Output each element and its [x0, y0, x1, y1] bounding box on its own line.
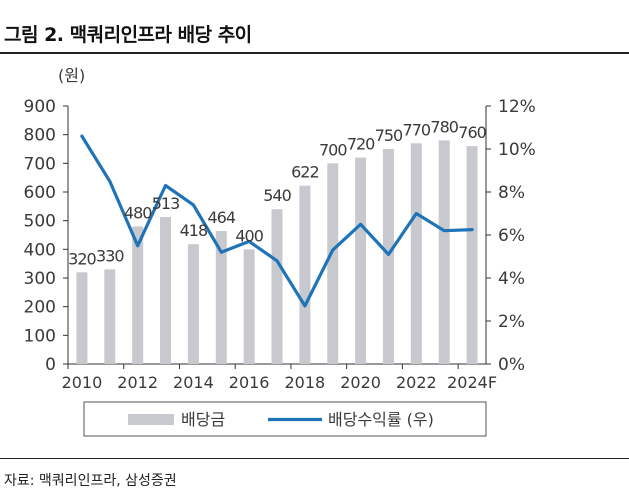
x-tick-label: 2022 — [396, 373, 437, 392]
y-left-tick-label: 500 — [24, 212, 56, 232]
bar-value-label: 418 — [180, 221, 208, 240]
y-left-tick-label: 800 — [24, 126, 56, 146]
dividend-bar — [271, 209, 283, 364]
dividend-bar — [382, 149, 394, 364]
y-right-tick-label: 6% — [498, 226, 525, 246]
dividend-bar — [243, 249, 255, 364]
y-right-tick-label: 12% — [498, 97, 536, 117]
y-left-tick-label: 0 — [45, 355, 56, 375]
bar-value-label: 750 — [375, 126, 403, 145]
x-tick-label: 2016 — [229, 373, 270, 392]
bar-value-label: 480 — [124, 203, 152, 222]
y-right-tick-label: 2% — [498, 312, 525, 332]
y-left-unit: (원) — [58, 66, 85, 85]
bar-value-label: 320 — [68, 249, 96, 268]
yield-line-layer — [80, 134, 474, 308]
y-left-tick-label: 300 — [24, 269, 56, 289]
bar-value-label: 513 — [152, 194, 180, 213]
x-tick-label: 2018 — [285, 373, 326, 392]
y-right-tick-label: 10% — [498, 140, 536, 160]
legend-label-line: 배당수익률 (우) — [328, 410, 434, 429]
source-rule — [0, 458, 629, 459]
legend-label-bar: 배당금 — [181, 410, 225, 429]
dividend-bar — [215, 230, 227, 364]
bar-value-label: 464 — [207, 208, 235, 227]
y-left-tick-label: 700 — [24, 154, 56, 174]
y-right-tick-label: 8% — [498, 183, 525, 203]
y-left-tick-label: 600 — [24, 183, 56, 203]
title-rule — [0, 52, 629, 54]
bar-value-label: 760 — [458, 123, 486, 142]
bar-value-label: 720 — [347, 135, 375, 154]
dividend-bar — [327, 163, 339, 364]
x-tick-label: 2012 — [117, 373, 158, 392]
bar-value-label: 540 — [263, 186, 291, 205]
y-left-tick-label: 400 — [24, 240, 56, 260]
yield-line — [80, 134, 474, 308]
legend-swatch-bar — [128, 414, 174, 425]
x-tick-label: 2020 — [340, 373, 381, 392]
dividend-bar — [187, 244, 199, 364]
y-left-tick-label: 100 — [24, 326, 56, 346]
x-tick-label: 2024F — [447, 373, 497, 392]
y-left-tick-label: 900 — [24, 97, 56, 117]
dividend-bar — [299, 185, 311, 364]
dividend-bar — [466, 146, 478, 364]
dividend-bar — [160, 216, 172, 364]
bar-value-label: 770 — [403, 120, 431, 139]
dividend-bar — [76, 272, 88, 364]
y-left-tick-label: 200 — [24, 298, 56, 318]
dividend-bar — [104, 269, 116, 364]
dividend-bars — [76, 140, 478, 364]
source-note: 자료: 맥쿼리인프라, 삼성증권 — [4, 473, 177, 489]
x-tick-label: 2014 — [173, 373, 214, 392]
dividend-bar — [438, 140, 450, 364]
legend: 배당금 배당수익률 (우) — [83, 401, 487, 437]
dividend-bar — [355, 157, 367, 364]
y-right-tick-label: 0% — [498, 355, 525, 375]
x-tick-label: 2010 — [62, 373, 103, 392]
dividend-chart: (원) 0 100 200 300 400 500 600 700 800 900 0% 2% 4% 6% 8… — [24, 66, 536, 437]
axes: (원) 0 100 200 300 400 500 600 700 800 900 0% 2% 4% 6% 8… — [24, 66, 536, 392]
bar-value-label: 700 — [319, 140, 347, 159]
bar-value-label: 622 — [291, 163, 319, 182]
figure-title: 그림 2. 맥쿼리인프라 배당 추이 — [4, 24, 252, 46]
bar-value-label: 330 — [96, 246, 124, 265]
bar-value-label: 780 — [430, 117, 458, 136]
bar-value-label: 400 — [235, 226, 263, 245]
dividend-bar — [132, 226, 144, 364]
y-right-tick-label: 4% — [498, 269, 525, 289]
dividend-bar — [410, 143, 422, 364]
